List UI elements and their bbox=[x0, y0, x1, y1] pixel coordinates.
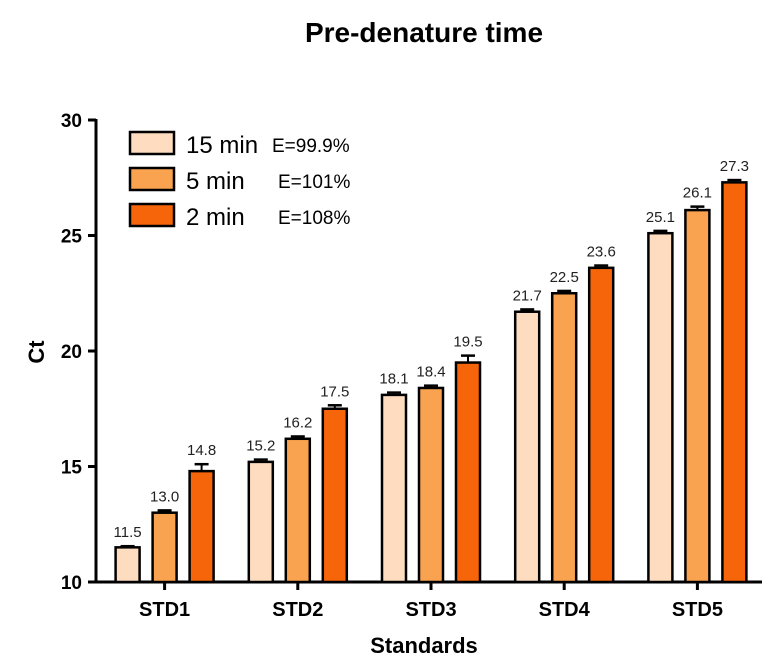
legend-label: 15 min bbox=[186, 132, 258, 159]
legend-swatch bbox=[128, 130, 176, 156]
legend-swatch bbox=[128, 166, 176, 192]
bar bbox=[321, 407, 349, 584]
bar bbox=[247, 460, 275, 584]
bar bbox=[454, 361, 482, 584]
x-axis-title: Standards bbox=[370, 633, 478, 658]
bar bbox=[188, 469, 215, 584]
data-label: 11.5 bbox=[114, 524, 142, 541]
data-label: 23.6 bbox=[587, 244, 616, 261]
data-label: 18.4 bbox=[416, 364, 445, 381]
x-tick-label: STD1 bbox=[139, 599, 190, 621]
bar bbox=[151, 511, 178, 584]
x-tick-label: STD4 bbox=[539, 599, 591, 621]
data-label: 22.5 bbox=[550, 269, 579, 286]
data-label: 19.5 bbox=[453, 334, 482, 351]
data-label: 21.7 bbox=[513, 287, 542, 304]
legend-note: E=101% bbox=[278, 172, 350, 193]
chart-title: Pre-denature time bbox=[305, 17, 543, 48]
y-tick-label: 10 bbox=[61, 573, 82, 594]
data-label: 26.1 bbox=[683, 185, 712, 202]
data-label: 25.1 bbox=[646, 209, 675, 226]
bar bbox=[114, 546, 141, 584]
legend-swatch bbox=[128, 202, 176, 228]
data-label: 14.8 bbox=[187, 442, 216, 459]
y-tick-label: 25 bbox=[61, 227, 83, 248]
x-tick-label: STD5 bbox=[672, 599, 723, 621]
x-tick-label: STD2 bbox=[272, 599, 323, 621]
data-label: 18.1 bbox=[379, 371, 408, 388]
bar bbox=[587, 266, 615, 584]
bar bbox=[284, 437, 312, 584]
data-label: 17.5 bbox=[320, 383, 349, 400]
data-label: 15.2 bbox=[246, 438, 275, 455]
x-tick-label: STD3 bbox=[405, 599, 456, 621]
bar bbox=[417, 386, 445, 584]
bar bbox=[684, 208, 711, 584]
legend-note: E=99.9% bbox=[272, 136, 350, 157]
legend: 15 min E=99.9% 5 min E=101% 2 min E=108% bbox=[128, 130, 350, 231]
bar bbox=[550, 292, 578, 584]
y-tick-label: 20 bbox=[61, 342, 82, 363]
y-axis-title: Ct bbox=[24, 340, 49, 364]
data-label: 13.0 bbox=[150, 488, 179, 505]
bar bbox=[380, 393, 408, 584]
bar bbox=[513, 310, 541, 584]
data-label: 27.3 bbox=[720, 158, 749, 175]
y-tick-label: 30 bbox=[61, 111, 82, 132]
plot-area: 10 15 20 25 30 STD1 11.5 13.0 14.8 STD2 15.2 16.2 17… bbox=[61, 111, 762, 621]
legend-label: 5 min bbox=[186, 168, 245, 195]
data-label: 16.2 bbox=[283, 414, 312, 431]
bar bbox=[647, 231, 674, 584]
bar bbox=[721, 181, 748, 584]
legend-label: 2 min bbox=[186, 204, 245, 231]
legend-note: E=108% bbox=[278, 208, 350, 229]
y-tick-label: 15 bbox=[61, 458, 83, 479]
